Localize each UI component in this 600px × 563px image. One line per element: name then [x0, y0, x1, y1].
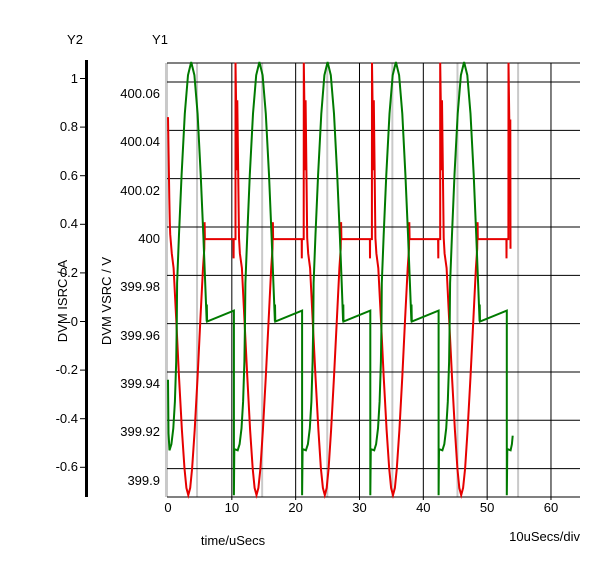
y1-tick-label: 400.06: [120, 86, 160, 102]
x-axis-title: time/uSecs: [200, 533, 266, 548]
y1-tick-label: 399.98: [120, 279, 160, 295]
y1-tick-label: 399.92: [120, 424, 160, 440]
y2-tick-label: 0.6: [59, 167, 78, 183]
y2-tick-label: 0.2: [59, 264, 78, 280]
trace-isrc[interactable]: [167, 61, 514, 496]
y1-tick-label: 399.96: [120, 327, 160, 343]
y2-tick-label: 0.8: [59, 119, 78, 135]
y2-tick-label: -0.2: [55, 362, 78, 378]
trace-vsrc[interactable]: [167, 62, 512, 500]
y1-axis-name: Y1: [152, 32, 168, 47]
x-tick-label: 50: [479, 500, 495, 515]
y2-tick-label: 0.4: [59, 216, 78, 232]
y1-tick-label: 400.04: [120, 134, 160, 150]
y1-tick-label: 399.94: [120, 375, 160, 391]
x-tick-label: 40: [416, 500, 431, 515]
y1-tick-label: 400.02: [120, 182, 160, 198]
x-tick-label: 60: [543, 500, 559, 515]
y1-tick-label: 400: [138, 231, 160, 246]
x-tick-label: 10: [224, 500, 240, 515]
y2-tick-label: -0.4: [55, 410, 78, 426]
x-tick-label: 20: [288, 500, 303, 515]
x-scale-per-div-label: 10uSecs/div: [509, 529, 580, 544]
y2-tick-label: -0: [66, 313, 78, 329]
y1-tick-label: 399.9: [127, 472, 160, 488]
x-tick-label: 30: [352, 500, 367, 515]
x-tick-label: 0: [164, 500, 172, 515]
y2-axis-name: Y2: [67, 32, 83, 47]
y2-tick-label: 1: [70, 70, 78, 86]
y2-tick-label: -0.6: [55, 459, 78, 475]
